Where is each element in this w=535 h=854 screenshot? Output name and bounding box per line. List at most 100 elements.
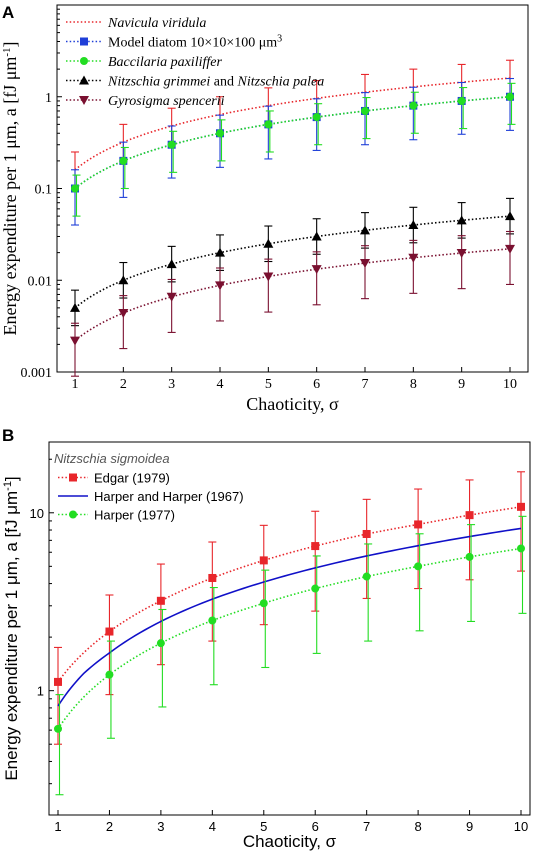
series-line xyxy=(57,506,522,683)
series-2 xyxy=(71,82,516,217)
data-point xyxy=(409,101,418,110)
x-tick-label: 9 xyxy=(466,819,473,834)
legend-swatch-marker xyxy=(69,510,77,519)
data-point xyxy=(505,211,515,221)
x-tick-label: 4 xyxy=(209,819,216,834)
panel-b-axes: 1 2 3 4 5 6 7 8 9 10 1 10 xyxy=(30,458,528,834)
x-tick-label: 2 xyxy=(106,819,113,834)
data-point xyxy=(414,562,423,571)
y-tick-label: 0.1 xyxy=(35,183,53,198)
data-point xyxy=(156,639,165,648)
data-point xyxy=(457,96,466,105)
data-point xyxy=(362,572,371,581)
panel-b-plot-frame xyxy=(48,441,531,816)
legend-item: Navicula viridula xyxy=(66,16,206,31)
panel-a-axes: 1 2 3 4 5 6 7 8 9 10 0.001 0.01 0.1 1 xyxy=(21,4,517,392)
data-point xyxy=(311,584,320,593)
legend-item: Baccilaria paxiliffer xyxy=(66,55,222,70)
x-tick-label: 7 xyxy=(363,819,370,834)
data-point xyxy=(362,529,371,538)
data-point xyxy=(105,627,114,636)
data-point xyxy=(215,281,225,291)
x-tick-label: 3 xyxy=(157,819,164,834)
x-tick-label: 1 xyxy=(72,377,79,392)
x-tick-label: 9 xyxy=(458,377,465,392)
series-line xyxy=(57,527,522,707)
data-point xyxy=(263,272,274,282)
y-tick-label: 1 xyxy=(37,684,44,699)
data-point xyxy=(360,225,370,235)
data-point xyxy=(414,520,423,529)
y-tick-label: 10 xyxy=(30,506,44,521)
data-point xyxy=(465,511,474,520)
data-point xyxy=(360,259,370,269)
data-point xyxy=(216,129,224,138)
data-point xyxy=(505,244,515,254)
series-1 xyxy=(57,527,522,707)
data-point xyxy=(312,113,321,122)
legend-item: Edgar (1979) xyxy=(58,471,170,486)
x-tick-label: 8 xyxy=(410,377,417,392)
data-point xyxy=(506,92,514,101)
legend-item: Harper and Harper (1967) xyxy=(58,489,244,504)
y-tick-label: 0.01 xyxy=(28,274,53,289)
legend-item: Model diatom 10×10×100 μm3 xyxy=(66,33,282,51)
series-0 xyxy=(54,471,525,745)
data-point xyxy=(361,106,369,115)
legend-label: Gyrosigma spencerii xyxy=(108,94,225,109)
series-2 xyxy=(54,515,527,796)
data-point xyxy=(105,670,114,679)
legend-title: Nitzschia sigmoidea xyxy=(54,451,170,466)
legend-swatch-marker xyxy=(79,96,89,105)
data-point xyxy=(54,677,62,686)
x-tick-label: 7 xyxy=(362,377,369,392)
panel-a: A 1 2 3 4 5 6 7 8 9 10 0.001 0.01 0.1 1 Navicula viri… xyxy=(0,3,529,414)
data-point xyxy=(70,336,80,346)
x-tick-label: 10 xyxy=(514,819,528,834)
data-point xyxy=(264,120,273,129)
x-tick-label: 8 xyxy=(414,819,421,834)
legend-label: Edgar (1979) xyxy=(94,471,170,486)
series-line xyxy=(57,547,522,730)
panel-b-series xyxy=(54,471,527,796)
panel-b-label: B xyxy=(2,426,14,445)
data-point xyxy=(456,215,467,225)
data-point xyxy=(156,596,165,605)
legend-label: Harper (1977) xyxy=(94,508,175,523)
legend-label: Nitzschia grimmei and Nitzschia palea xyxy=(107,75,324,90)
panel-a-y-axis-title: Energy expenditure per 1 μm, a [fJ μm-1] xyxy=(0,41,20,335)
data-point xyxy=(215,247,225,257)
data-point xyxy=(259,556,268,565)
data-point xyxy=(119,156,128,165)
legend-label: Harper and Harper (1967) xyxy=(94,489,244,504)
legend-label: Model diatom 10×10×100 μm3 xyxy=(108,33,282,51)
data-point xyxy=(70,302,80,312)
data-point xyxy=(408,220,419,230)
y-tick-label: 0.001 xyxy=(21,366,53,381)
legend-swatch-marker xyxy=(79,75,89,85)
data-point xyxy=(408,253,419,263)
series-line xyxy=(74,95,511,190)
series-line xyxy=(74,215,511,309)
data-point xyxy=(54,724,62,733)
legend-item: Harper (1977) xyxy=(58,508,175,523)
x-tick-label: 5 xyxy=(260,819,267,834)
panel-a-legend: Navicula viridula Model diatom 10×10×100 … xyxy=(66,16,324,109)
data-point xyxy=(208,616,217,625)
legend-swatch-marker xyxy=(80,57,88,65)
legend-swatch-marker xyxy=(69,473,77,482)
data-point xyxy=(118,275,129,285)
x-tick-label: 3 xyxy=(168,377,175,392)
data-point xyxy=(208,573,217,582)
data-point xyxy=(259,599,268,608)
panel-a-series xyxy=(70,59,516,377)
panel-b: B 1 2 3 4 5 6 7 8 9 10 1 10 Nitzschia sigmoidea Edga… xyxy=(2,426,531,851)
x-tick-label: 6 xyxy=(313,377,320,392)
series-line xyxy=(74,77,511,171)
x-tick-label: 5 xyxy=(265,377,272,392)
legend-item: Gyrosigma spencerii xyxy=(66,94,225,109)
data-point xyxy=(71,184,79,193)
data-point xyxy=(517,502,525,511)
legend-item: Nitzschia grimmei and Nitzschia palea xyxy=(66,75,324,90)
